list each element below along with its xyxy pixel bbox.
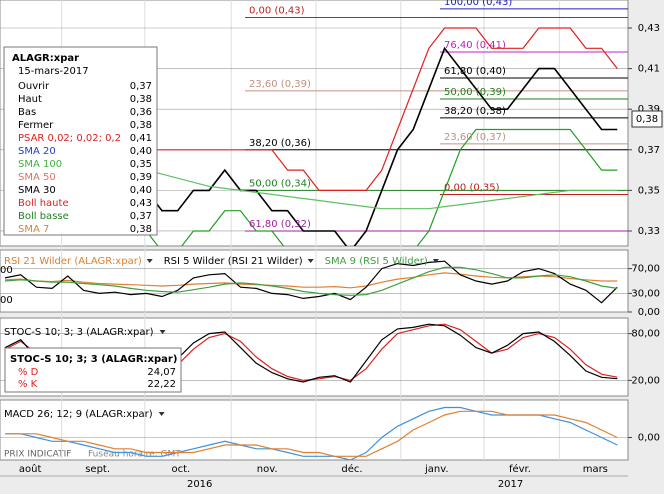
y-tick-label: 0,33 [638, 226, 660, 237]
source: PRIX INDICATIF [4, 450, 71, 460]
stoc-box [4, 347, 182, 393]
panel-title: STOC-S 10; 3; 3 (ALAGR:xpar) [4, 327, 154, 338]
info-label: SMA 100 [18, 159, 62, 170]
fib-label: 61,80 (0,32) [249, 219, 311, 230]
x-tick-label: oct. [171, 464, 190, 475]
dropdown-arrow [432, 259, 439, 263]
dropdown-arrow [158, 412, 165, 416]
fib-label: 23,60 (0,39) [249, 79, 311, 90]
fib-label: 76,40 (0,41) [444, 40, 506, 51]
stoc-label: % D [18, 367, 39, 378]
series-line [4, 266, 618, 296]
info-title: ALAGR:xpar [12, 53, 79, 64]
y-tick-label: 80,00 [631, 329, 660, 340]
info-label: Haut [18, 94, 42, 105]
y-tick-label: 0,43 [638, 23, 660, 34]
panel [0, 260, 628, 312]
info-label: SMA 30 [18, 185, 56, 196]
y-tick-label: 0,00 [638, 433, 660, 444]
x-tick-label: févr. [509, 463, 531, 475]
info-value: 0,41 [130, 133, 152, 144]
stoc-box-title: STOC-S 10; 3; 3 (ALAGR:xpar) [10, 354, 177, 365]
info-box [3, 46, 158, 236]
fib-label: 0,00 (0,35) [444, 182, 500, 193]
info-label: Ouvrir [18, 81, 50, 92]
info-value: 0,40 [130, 146, 152, 157]
stoc-value: 24,07 [147, 367, 176, 378]
y-tick-label: 0,00 [638, 307, 660, 318]
year-label: 2016 [187, 479, 212, 490]
fib-label: 38,20 (0,36) [249, 138, 311, 149]
fib-label: 0,00 (0,43) [249, 5, 305, 16]
y-tick-label: 20,00 [631, 375, 660, 386]
price-tag-label: 0,38 [636, 114, 658, 125]
timezone: Fuseau horaire: GMT [88, 450, 181, 460]
dropdown-arrow [146, 259, 153, 263]
fib-label: 50,00 (0,34) [249, 178, 311, 189]
stoc-value: 22,22 [147, 379, 176, 390]
fragment: 00 [0, 265, 13, 276]
legend-entry: SMA 9 (RSI 5 Wilder) [325, 256, 428, 267]
fragment: 00 [0, 295, 13, 306]
fib-label: 100,00 (0,43) [444, 0, 512, 8]
info-value: 0,36 [130, 107, 152, 118]
info-label: Boll haute [18, 198, 69, 209]
info-label: PSAR 0,02; 0,02; 0,2 [18, 133, 121, 144]
info-value: 0,37 [130, 211, 152, 222]
legend-entry: RSI 5 Wilder (RSI 21 Wilder) [164, 256, 303, 267]
fib-label: 61,80 (0,40) [444, 66, 506, 77]
x-tick-label: janv. [424, 464, 449, 475]
price-tag [631, 110, 663, 128]
info-label: SMA 50 [18, 172, 56, 183]
rsi-panel [0, 249, 629, 313]
info-value: 0,40 [130, 185, 152, 196]
x-tick-label: déc. [341, 463, 362, 475]
y-tick-label: 0,41 [638, 64, 660, 75]
dropdown-arrow [159, 330, 166, 334]
x-tick-label: nov. [257, 464, 278, 475]
fib-label: 23,60 (0,37) [444, 132, 506, 143]
info-value: 0,38 [130, 224, 152, 235]
info-date: 15-mars-2017 [18, 66, 89, 77]
y-tick-label: 0,39 [638, 104, 660, 115]
dropdown-arrow [307, 259, 314, 263]
x-tick-label: mars [583, 464, 608, 475]
info-label: Fermer [18, 120, 54, 131]
stoc-label: % K [18, 379, 38, 390]
info-label: Bas [18, 107, 36, 118]
info-label: SMA 7 [18, 224, 49, 235]
y-tick-label: 0,37 [638, 145, 660, 156]
info-label: Boll basse [18, 211, 69, 222]
info-value: 0,43 [130, 198, 152, 209]
panel-title: MACD 26; 12; 9 (ALAGR:xpar) [4, 409, 153, 420]
y-tick-label: 70,00 [631, 264, 660, 275]
series-line [5, 410, 618, 457]
stoc-box-group: STOC-S 10; 3; 3 (ALAGR:xpar) % D 24,07 % K 2… [4, 347, 182, 393]
info-value: 0,38 [130, 94, 152, 105]
y-tick-label: 30,00 [631, 288, 660, 299]
info-value: 0,38 [130, 120, 152, 131]
panel [0, 406, 628, 460]
fib-label: 50,00 (0,39) [444, 87, 506, 98]
series-line [4, 260, 618, 304]
fib-label: 38,20 (0,38) [444, 106, 506, 117]
y-tick-label: 0,35 [638, 185, 660, 196]
x-tick-label: août [19, 463, 42, 475]
info-value: 0,35 [130, 159, 152, 170]
year-label: 2017 [498, 479, 523, 490]
legend-entry: RSI 21 Wilder (ALAGR:xpar) [4, 256, 142, 267]
info-value: 0,39 [130, 172, 152, 183]
info-label: SMA 20 [18, 146, 56, 157]
x-tick-label: sept. [85, 464, 110, 475]
info-value: 0,37 [130, 81, 152, 92]
